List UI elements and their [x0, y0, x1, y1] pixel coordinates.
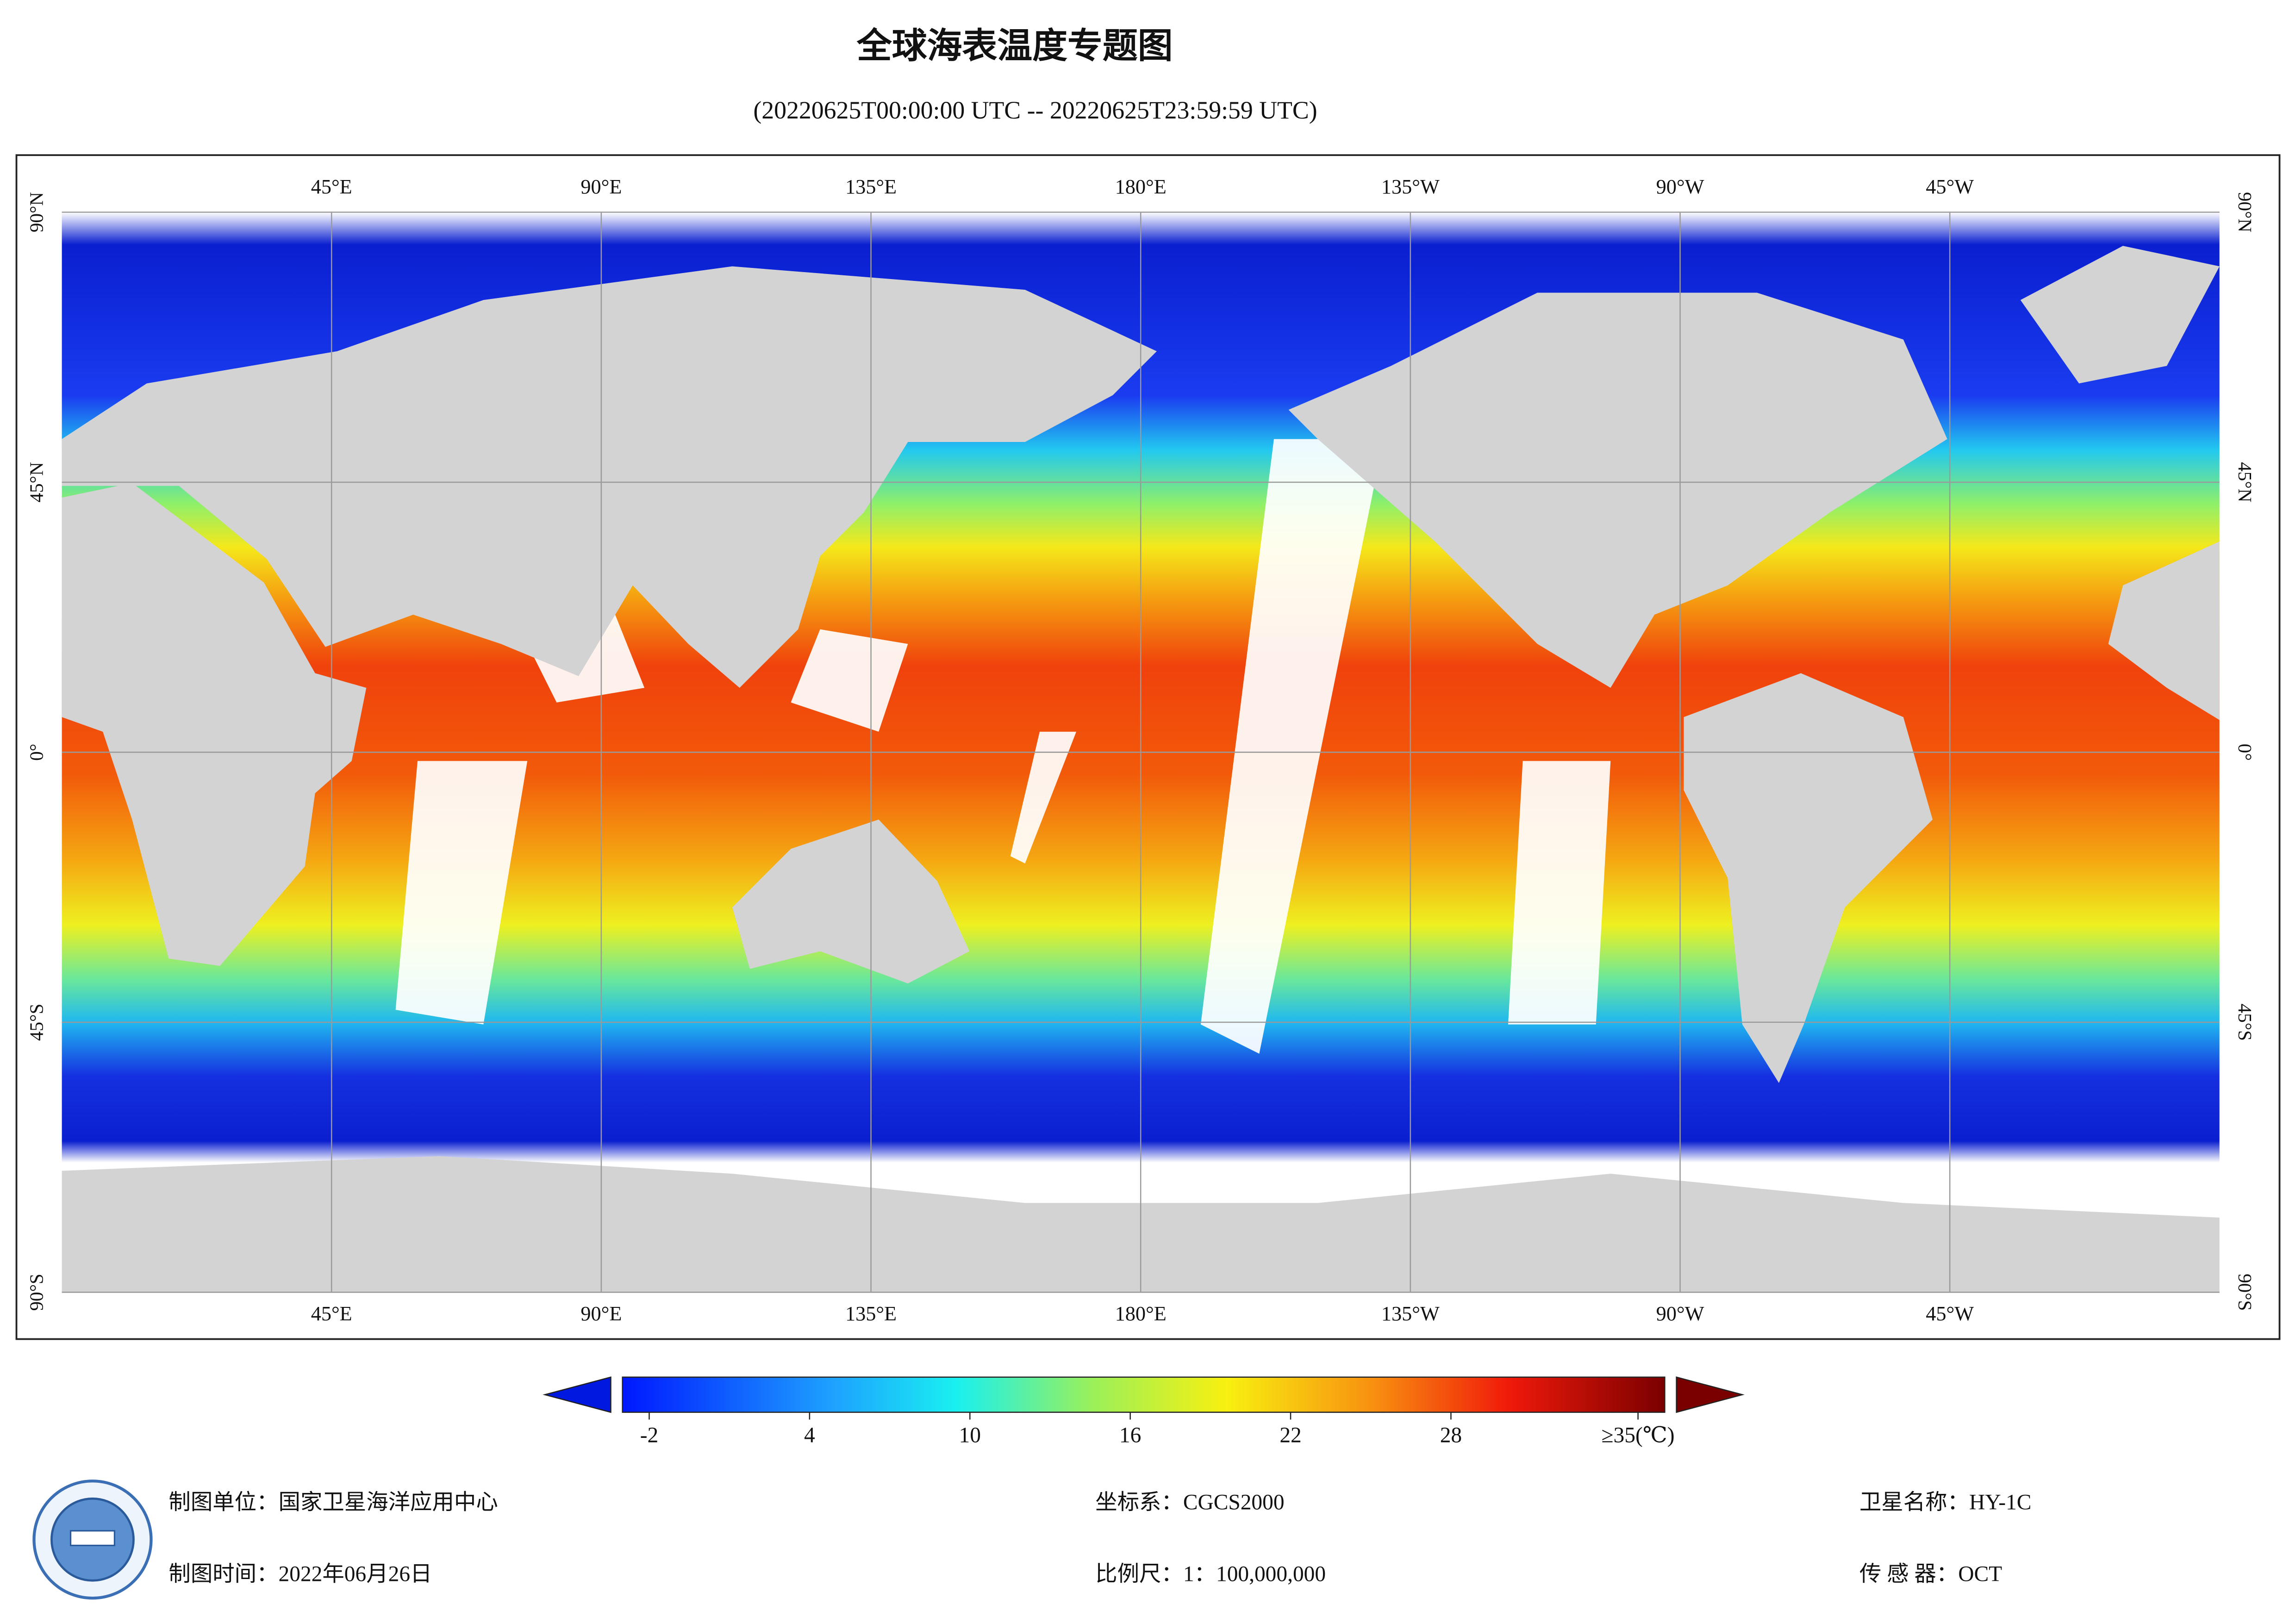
lon-label-bottom: 90°E: [580, 1302, 622, 1325]
lat-label-left: 90°S: [25, 1274, 47, 1311]
colorbar-tick-label: -2: [640, 1423, 659, 1447]
colorbar-ticks: -2 4 10 16 22 28 ≥35(℃): [640, 1412, 1675, 1447]
colorbar-low-arrow: [543, 1376, 611, 1413]
colorbar-tick-label: 16: [1119, 1423, 1141, 1447]
footer-crs: 坐标系：CGCS2000: [1095, 1491, 1284, 1515]
lon-label-bottom: 90°W: [1656, 1302, 1704, 1325]
lon-label-bottom: 135°E: [845, 1302, 897, 1325]
lat-label-right: 90°S: [2234, 1274, 2256, 1311]
lon-label-top: 45°W: [1926, 175, 1974, 198]
lon-label-top: 180°E: [1115, 175, 1167, 198]
subtitle: (20220625T00:00:00 UTC -- 20220625T23:59…: [753, 96, 1317, 124]
lon-label-bottom: 45°E: [311, 1302, 352, 1325]
lat-label-right: 45°S: [2234, 1004, 2256, 1041]
graticule: 45°E 45°E 90°E 90°E 135°E 135°E 180°E 180°E 135°…: [25, 175, 2256, 1325]
lon-label-bottom: 135°W: [1381, 1302, 1440, 1325]
lat-label-right: 90°N: [2234, 192, 2256, 232]
lon-label-bottom: 45°W: [1926, 1302, 1974, 1325]
footer-sensor: 传 感 器：OCT: [1859, 1562, 2002, 1586]
lon-label-top: 90°W: [1656, 175, 1704, 198]
lon-label-top: 135°E: [845, 175, 897, 198]
colorbar-high-arrow: [1676, 1376, 1745, 1413]
footer-date: 制图时间：2022年06月26日: [168, 1562, 432, 1586]
map-frame: [15, 154, 2281, 1340]
lat-label-left: 45°S: [25, 1004, 47, 1041]
lat-label-left: 90°N: [25, 192, 47, 232]
footer-producer: 制图单位：国家卫星海洋应用中心: [168, 1491, 498, 1515]
logo: [32, 1480, 153, 1600]
colorbar-tick-label: 10: [959, 1423, 981, 1447]
title: 全球海表温度专题图: [856, 27, 1173, 66]
lat-label-left: 45°N: [25, 462, 47, 502]
lon-label-bottom: 180°E: [1115, 1302, 1167, 1325]
colorbar-tick-label: 4: [804, 1423, 815, 1447]
lon-label-top: 135°W: [1381, 175, 1440, 198]
colorbar: [622, 1376, 1666, 1413]
colorbar-tick-label: 22: [1279, 1423, 1301, 1447]
lat-label-left: 0°: [25, 744, 47, 761]
colorbar-tick-label: 28: [1440, 1423, 1462, 1447]
colorbar-tick-label: ≥35(℃): [1602, 1423, 1675, 1447]
lat-label-right: 0°: [2234, 744, 2256, 761]
lon-label-top: 45°E: [311, 175, 352, 198]
footer-scale: 比例尺：1：100,000,000: [1095, 1562, 1326, 1586]
lat-label-right: 45°N: [2234, 462, 2256, 502]
footer-satellite: 卫星名称：HY-1C: [1859, 1491, 2031, 1515]
lon-label-top: 90°E: [580, 175, 622, 198]
